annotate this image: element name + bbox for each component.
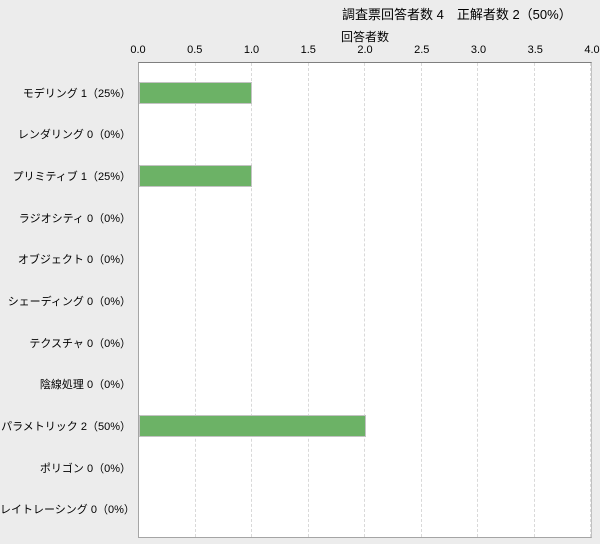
bar-track [139,332,592,354]
category-label: シェーディング 0（0%） [7,296,131,309]
bar-track [139,290,592,312]
bar-row: 陰線処理 0（0%） [0,363,592,405]
bar-row: プリミティブ 1（25%） [0,155,592,197]
category-label: ポリゴン 0（0%） [39,462,131,475]
bar-track [139,207,592,229]
category-label: 陰線処理 0（0%） [39,379,131,392]
category-label: レイトレーシング 0（0%） [0,504,135,517]
x-tick-label: 3.5 [527,44,543,56]
category-label: プリミティブ 1（25%） [12,171,131,184]
bar-row: オブジェクト 0（0%） [0,239,592,281]
x-tick-label: 0.5 [187,44,203,56]
bar-row: モデリング 1（25%） [0,72,592,114]
gridline [251,63,252,537]
x-tick-label: 1.5 [300,44,316,56]
category-label: テクスチャ 0（0%） [29,337,131,350]
category-label: モデリング 1（25%） [22,87,131,100]
bar [139,165,253,188]
bar-track [139,248,592,270]
chart-title: 調査票回答者数 4 正解者数 2（50%） [342,7,572,22]
bar-track [139,123,592,145]
bar-row: ラジオシティ 0（0%） [0,197,592,239]
bar-rows: モデリング 1（25%） レンダリング 0（0%） プリミティブ 1（25%） ラジオ… [0,62,592,538]
category-label: レンダリング 0（0%） [17,129,131,142]
x-tick-label: 2.0 [357,44,373,56]
category-label: オブジェクト 0（0%） [17,254,131,267]
x-tick-label: 3.0 [470,44,487,56]
x-axis-label: 回答者数 [340,30,389,44]
bar-row: レイトレーシング 0（0%） [0,488,592,530]
bar-track [139,165,592,188]
x-tick-label: 4.0 [584,44,600,56]
gridline [533,63,535,537]
gridline [364,63,365,537]
bar-track [139,373,592,395]
bar [139,414,366,437]
bar-track [139,414,592,437]
bar-track [139,498,592,520]
category-label: ラジオシティ 0（0%） [18,212,131,225]
bar-row: パラメトリック 2（50%） [0,405,592,447]
gridline [590,63,591,537]
bar-track [139,81,592,104]
x-tick-label: 2.5 [414,44,430,56]
bar-track [139,457,592,479]
category-label: パラメトリック 2（50%） [1,420,131,433]
plot-area [138,62,592,538]
gridline [194,63,196,537]
bar-row: テクスチャ 0（0%） [0,322,592,364]
x-tick-label: 1.0 [243,44,260,56]
bar-row: レンダリング 0（0%） [0,114,592,156]
x-axis-ticks: 0.0 0.5 1.0 1.5 2.0 2.5 3.0 3.5 4.0 [130,44,599,58]
gridline [307,63,309,537]
bar-row: ポリゴン 0（0%） [0,447,592,489]
bar-row: シェーディング 0（0%） [0,280,592,322]
bar [139,81,253,104]
x-tick-label: 0.0 [130,44,146,56]
gridline [420,63,422,537]
gridline [477,63,478,537]
